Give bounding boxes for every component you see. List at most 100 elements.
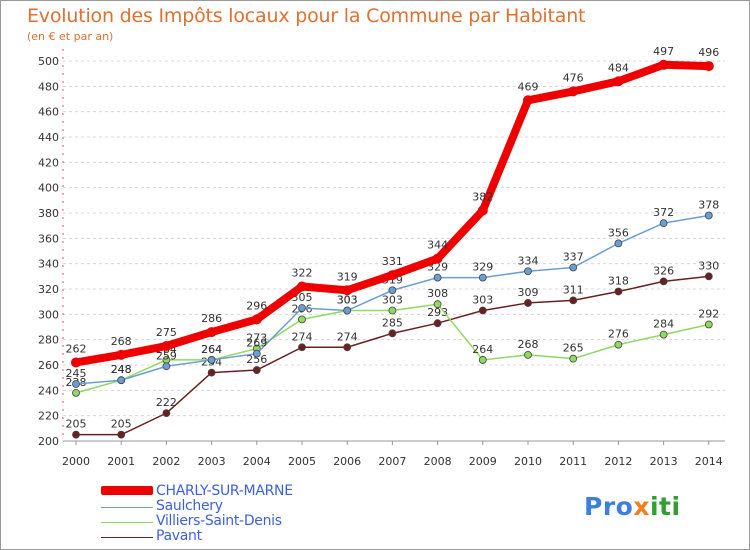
data-label: 496	[698, 46, 719, 59]
data-point	[72, 380, 80, 388]
x-tick-label: 2008	[424, 455, 452, 468]
data-point	[569, 354, 578, 363]
y-tick-label: 480	[38, 80, 59, 93]
data-point	[659, 330, 668, 339]
data-label: 268	[518, 338, 539, 351]
y-tick-label: 400	[38, 182, 59, 195]
data-label: 372	[653, 206, 674, 219]
data-label: 264	[201, 343, 222, 356]
data-label: 356	[608, 226, 629, 239]
data-point	[614, 340, 623, 349]
y-tick-label: 240	[38, 384, 59, 397]
data-point	[704, 211, 713, 220]
data-label: 269	[246, 337, 267, 350]
data-point	[703, 61, 714, 72]
data-point	[298, 315, 306, 324]
data-label: 326	[653, 264, 674, 277]
data-label: 248	[111, 363, 132, 376]
data-point	[569, 263, 578, 272]
x-tick-label: 2006	[333, 455, 361, 468]
data-point	[523, 95, 533, 106]
data-point	[72, 388, 80, 397]
data-point	[117, 430, 126, 439]
y-tick-label: 360	[38, 232, 59, 245]
plot-area	[63, 49, 725, 441]
data-point	[478, 356, 487, 364]
data-label: 245	[66, 367, 87, 380]
data-point	[297, 281, 307, 292]
logo-part-2: x	[633, 492, 650, 521]
data-point	[343, 306, 352, 315]
data-point	[433, 273, 442, 282]
data-label: 319	[337, 270, 358, 283]
data-label: 322	[292, 266, 313, 279]
logo-part-3: iti	[649, 492, 681, 521]
legend-swatch-saulchery	[101, 507, 153, 508]
y-tick-label: 440	[38, 131, 59, 144]
x-tick-label: 2014	[695, 455, 723, 468]
data-label: 296	[246, 299, 267, 312]
data-label: 274	[337, 330, 358, 343]
data-label: 273	[246, 332, 267, 345]
data-label: 248	[111, 363, 132, 376]
data-point	[433, 319, 442, 328]
data-point	[71, 357, 81, 368]
y-tick-label: 460	[38, 106, 59, 119]
x-tick-label: 2004	[243, 455, 271, 468]
data-point	[568, 86, 579, 97]
data-label: 264	[472, 343, 493, 356]
y-tick-label: 380	[38, 207, 59, 220]
data-label: 309	[518, 286, 539, 299]
data-label: 303	[382, 294, 403, 307]
data-point	[659, 277, 668, 286]
data-point	[478, 306, 487, 315]
y-tick-label: 320	[38, 283, 59, 296]
data-point	[477, 205, 488, 216]
data-label: 331	[382, 255, 403, 268]
data-point	[343, 343, 352, 352]
data-label: 378	[698, 199, 719, 212]
data-point	[388, 306, 397, 315]
data-label: 334	[518, 254, 539, 267]
data-label: 285	[382, 316, 403, 329]
y-tick-label: 260	[38, 359, 59, 372]
x-tick-label: 2007	[378, 455, 406, 468]
data-label: 330	[698, 259, 719, 272]
data-point	[207, 368, 216, 377]
data-label: 259	[156, 349, 177, 362]
data-point	[432, 253, 443, 264]
y-tick-label: 340	[38, 258, 59, 271]
data-label: 256	[246, 353, 267, 366]
legend-label-pavant: Pavant	[156, 528, 202, 544]
legend-label-saulchery: Saulchery	[156, 498, 223, 514]
data-label: 303	[337, 294, 358, 307]
data-label: 476	[563, 71, 584, 84]
data-label: 311	[563, 283, 584, 296]
data-point	[704, 320, 713, 329]
x-tick-label: 2011	[559, 455, 587, 468]
data-point	[116, 349, 127, 360]
data-label: 205	[66, 418, 87, 431]
x-tick-label: 2001	[107, 455, 135, 468]
chart-subtitle: (en € et par an)	[27, 30, 114, 43]
data-label: 284	[653, 318, 674, 331]
legend-swatch-pavant	[101, 537, 153, 538]
x-tick-label: 2010	[514, 455, 542, 468]
data-label: 276	[608, 328, 629, 341]
x-tick-label: 2000	[62, 455, 90, 468]
data-label: 275	[156, 326, 177, 339]
data-point	[659, 219, 668, 228]
data-point	[387, 270, 398, 281]
data-point	[524, 299, 532, 307]
y-tick-label: 500	[38, 55, 59, 68]
data-point	[162, 409, 171, 418]
data-point	[298, 343, 306, 352]
data-point	[524, 350, 532, 359]
y-tick-label: 420	[38, 156, 59, 169]
legend-swatch-charly	[101, 486, 153, 495]
x-tick-label: 2002	[152, 455, 180, 468]
x-tick-label: 2003	[198, 455, 226, 468]
data-point	[207, 356, 216, 364]
